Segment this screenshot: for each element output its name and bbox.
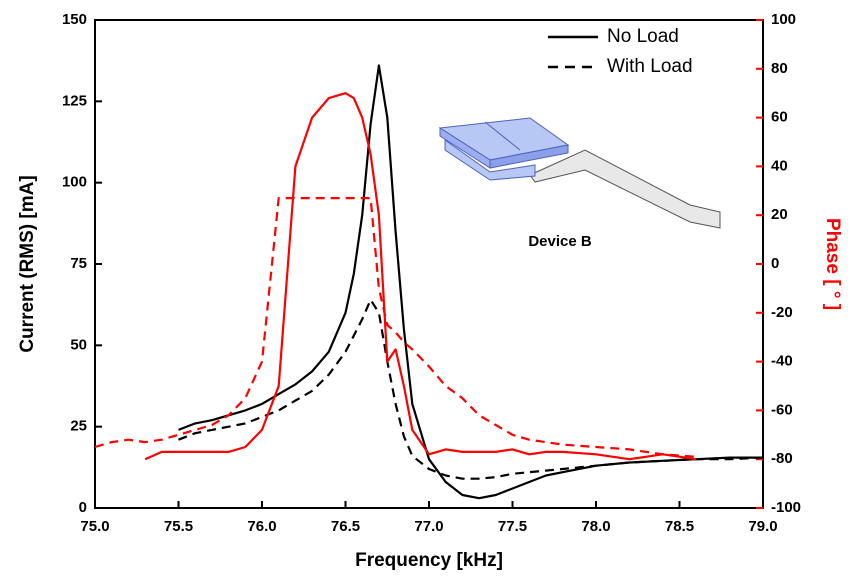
- series-line: [145, 93, 696, 459]
- device-illustration: [440, 118, 720, 228]
- x-tick-label: 76.0: [247, 518, 276, 535]
- y-tick-label: 150: [62, 11, 87, 28]
- y-tick-label: 100: [62, 174, 87, 191]
- y2-tick-label: -20: [771, 304, 793, 321]
- x-tick-label: 78.0: [581, 518, 610, 535]
- chart: Device B Frequency [kHz] Current (RMS) […: [0, 0, 857, 577]
- annotation: Device B: [528, 233, 592, 250]
- x-tick-label: 75.5: [164, 518, 193, 535]
- y-tick-label: 0: [79, 499, 87, 516]
- y2-tick-label: 20: [771, 206, 788, 223]
- legend-label: With Load: [607, 56, 693, 77]
- y2-tick-label: -100: [771, 499, 801, 516]
- legend-label: No Load: [607, 26, 679, 47]
- y-axis-title: Current (RMS) [mA]: [17, 175, 38, 352]
- x-tick-label: 78.5: [665, 518, 694, 535]
- x-tick-label: 77.5: [498, 518, 527, 535]
- y2-tick-label: 60: [771, 109, 788, 126]
- y-tick-label: 75: [70, 255, 87, 272]
- plot-frame: [95, 20, 763, 508]
- y2-tick-label: -60: [771, 401, 793, 418]
- y2-tick-label: -80: [771, 450, 793, 467]
- y2-tick-label: 80: [771, 60, 788, 77]
- x-tick-label: 77.0: [414, 518, 443, 535]
- y-tick-label: 50: [70, 336, 87, 353]
- x-tick-label: 76.5: [331, 518, 360, 535]
- y2-tick-label: 0: [771, 255, 779, 272]
- y2-tick-label: 40: [771, 157, 788, 174]
- x-tick-label: 75.0: [80, 518, 109, 535]
- y2-tick-label: -40: [771, 353, 793, 370]
- x-tick-label: 79.0: [748, 518, 777, 535]
- y2-tick-label: 100: [771, 11, 796, 28]
- y-tick-label: 25: [70, 418, 87, 435]
- x-axis-title: Frequency [kHz]: [355, 550, 503, 571]
- y2-axis-title: Phase [ ° ]: [822, 218, 843, 310]
- y-tick-label: 125: [62, 92, 87, 109]
